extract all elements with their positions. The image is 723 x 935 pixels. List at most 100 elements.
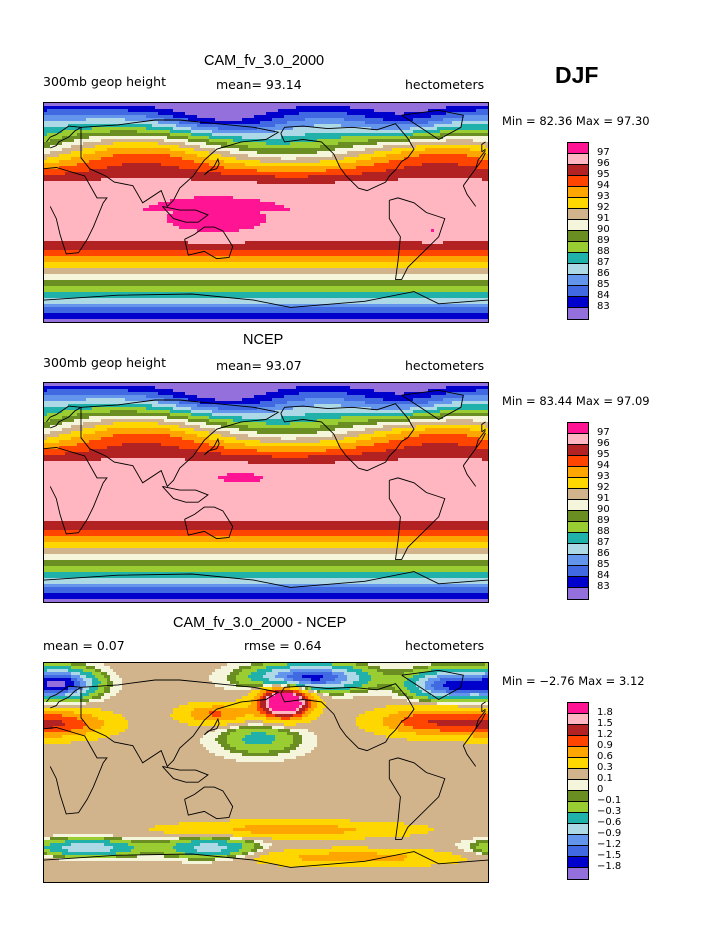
panel-3-map <box>43 662 489 883</box>
color-swatch <box>568 445 588 456</box>
level-label: 83 <box>597 301 610 312</box>
color-swatch <box>568 286 588 297</box>
color-swatch <box>568 566 588 577</box>
level-label: 97 <box>597 427 610 438</box>
coastline <box>162 205 209 223</box>
panel-2-title: NCEP <box>243 332 284 348</box>
panel-3-title: CAM_fv_3.0_2000 - NCEP <box>173 615 347 631</box>
color-swatch <box>568 489 588 500</box>
coastline <box>44 571 488 588</box>
panel-3-mean: mean = 0.07 <box>43 638 125 653</box>
coastline <box>481 421 486 432</box>
panel-1-color-bar <box>567 142 589 320</box>
level-label: 86 <box>597 548 610 559</box>
coastline <box>44 291 488 308</box>
coastline <box>44 167 108 255</box>
color-swatch <box>568 423 588 434</box>
panel-1-mean: mean= 93.14 <box>216 77 302 92</box>
level-label: 89 <box>597 515 610 526</box>
coastline <box>462 185 477 207</box>
color-swatch <box>568 736 588 747</box>
coastline <box>46 125 83 149</box>
level-label: 88 <box>597 246 610 257</box>
panel-3-contour-plot <box>44 663 488 882</box>
coastline <box>44 727 108 815</box>
season-label: DJF <box>555 62 599 88</box>
coastline <box>80 119 280 208</box>
level-label: 1.2 <box>597 729 613 740</box>
level-label: 93 <box>597 191 610 202</box>
panel-2-field-label: 300mb geop height <box>43 355 166 370</box>
panel-1-units: hectometers <box>405 77 485 92</box>
color-swatch <box>568 176 588 187</box>
color-swatch <box>568 264 588 275</box>
level-label: 87 <box>597 537 610 548</box>
level-label: 85 <box>597 279 610 290</box>
coastline <box>475 432 486 449</box>
level-label: 0.3 <box>597 762 613 773</box>
color-swatch <box>568 434 588 445</box>
level-label: 0.6 <box>597 751 613 762</box>
level-label: 83 <box>597 581 610 592</box>
level-label: −1.8 <box>597 861 622 872</box>
coastline <box>46 685 83 709</box>
level-label: 91 <box>597 493 610 504</box>
color-swatch <box>568 522 588 533</box>
coastline <box>203 717 220 736</box>
color-swatch <box>568 769 588 780</box>
panel-2-map <box>43 382 489 603</box>
coastline <box>280 683 415 752</box>
coastline <box>475 152 486 169</box>
color-swatch <box>568 297 588 308</box>
color-swatch <box>568 165 588 176</box>
color-swatch <box>568 577 588 588</box>
coastline <box>280 123 415 192</box>
coastline <box>401 389 464 421</box>
coastline <box>475 150 486 169</box>
level-label: −0.9 <box>597 828 622 839</box>
color-swatch <box>568 198 588 209</box>
coastline <box>44 447 108 535</box>
coastline <box>388 477 446 560</box>
coastline <box>462 728 477 746</box>
color-swatch <box>568 308 588 319</box>
panel-2-minmax: Min = 83.44 Max = 97.09 <box>502 394 650 408</box>
panel-1-contour-plot <box>44 103 488 322</box>
color-swatch <box>568 242 588 253</box>
coastline <box>184 226 234 260</box>
panel-1-map <box>43 102 489 323</box>
color-swatch <box>568 555 588 566</box>
panel-1-field-label: 300mb geop height <box>43 74 166 89</box>
coastline <box>475 430 486 449</box>
color-swatch <box>568 780 588 791</box>
panel-3-color-bar <box>567 702 589 880</box>
level-label: 88 <box>597 526 610 537</box>
level-label: 91 <box>597 213 610 224</box>
color-swatch <box>568 868 588 879</box>
color-swatch <box>568 835 588 846</box>
color-swatch <box>568 802 588 813</box>
level-label: −1.2 <box>597 839 622 850</box>
coastline <box>475 710 486 729</box>
level-label: 94 <box>597 460 610 471</box>
level-label: 92 <box>597 482 610 493</box>
level-label: 86 <box>597 268 610 279</box>
color-swatch <box>568 758 588 769</box>
color-swatch <box>568 857 588 868</box>
coastline <box>475 712 486 729</box>
color-swatch <box>568 747 588 758</box>
color-swatch <box>568 725 588 736</box>
level-label: −0.3 <box>597 806 622 817</box>
color-swatch <box>568 500 588 511</box>
level-label: 89 <box>597 235 610 246</box>
coastline <box>481 708 486 713</box>
color-swatch <box>568 231 588 242</box>
level-label: 95 <box>597 449 610 460</box>
coastline <box>280 403 415 472</box>
coastline <box>462 448 477 466</box>
coastline <box>462 745 477 767</box>
coastline <box>162 765 209 783</box>
panel-1-minmax: Min = 82.36 Max = 97.30 <box>502 114 650 128</box>
color-swatch <box>568 220 588 231</box>
color-swatch <box>568 253 588 264</box>
